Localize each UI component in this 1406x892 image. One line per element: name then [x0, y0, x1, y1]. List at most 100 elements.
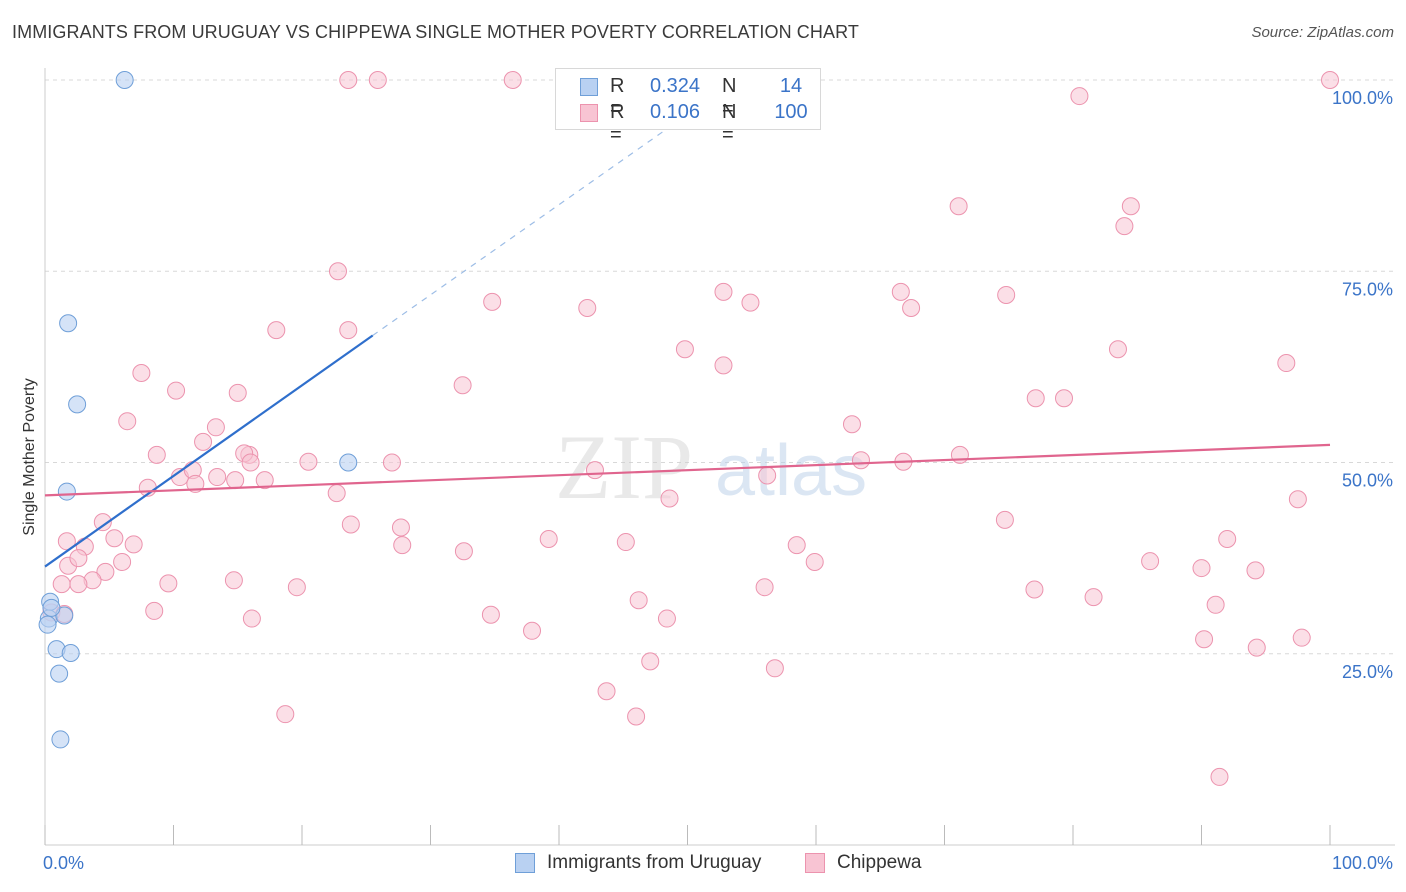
chippewa-point [539, 530, 558, 548]
uruguay-point [51, 730, 70, 749]
legend-label-uruguay: Immigrants from Uruguay [547, 852, 762, 873]
watermark-atlas: atlas [715, 431, 867, 511]
chippewa-point [93, 513, 112, 532]
chippewa-point [578, 298, 597, 317]
y-tick-label: 25.0% [1342, 662, 1393, 682]
uruguay-point [61, 643, 80, 662]
chippewa-points [42, 71, 1339, 786]
trend-lines [44, 113, 1331, 568]
y-tick-label: 75.0% [1342, 279, 1393, 299]
chippewa-point [616, 533, 635, 552]
chippewa-point [1288, 490, 1307, 509]
chippewa-point [891, 282, 910, 301]
chippewa-point [391, 518, 410, 537]
chippewa-point [124, 535, 143, 554]
y-tick-label: 50.0% [1342, 471, 1393, 491]
chippewa-point [949, 197, 968, 216]
chippewa-point [1141, 552, 1160, 571]
chippewa-point [657, 609, 676, 628]
chippewa-point [660, 489, 679, 508]
chippewa-point [1195, 630, 1214, 649]
chippewa-point [96, 562, 115, 581]
chippewa-point [1277, 354, 1296, 373]
chippewa-point [145, 601, 164, 620]
chippewa-point [1210, 767, 1229, 786]
chart-title: IMMIGRANTS FROM URUGUAY VS CHIPPEWA SING… [12, 22, 859, 42]
legend-n-value: 100 [774, 101, 808, 123]
correlation-legend: R = 0.324 N = 14 R = 0.106 N = 100 [555, 68, 821, 146]
chippewa-point [453, 376, 472, 395]
chippewa-point [206, 418, 225, 437]
chippewa-swatch [805, 853, 825, 873]
chippewa-point [208, 468, 227, 487]
chippewa-point [159, 574, 178, 593]
axes [44, 68, 1395, 846]
chippewa-point [147, 445, 166, 464]
chippewa-point [1321, 71, 1339, 89]
legend-n-label: N = [722, 75, 737, 120]
chippewa-point [714, 356, 733, 375]
chippewa-swatch [580, 104, 598, 122]
chippewa-point [675, 340, 694, 359]
chippewa-point [132, 363, 151, 382]
y-tick-label: 100.0% [1332, 88, 1393, 108]
chippewa-point [242, 609, 261, 628]
chippewa-point [503, 71, 522, 89]
legend-r-label: R = [610, 101, 625, 146]
chippewa-point [339, 321, 358, 340]
chippewa-trend-line [44, 443, 1331, 497]
legend-r-label: R = [610, 75, 625, 120]
x-tick-label: 0.0% [43, 853, 84, 873]
chippewa-point [1192, 559, 1211, 578]
chippewa-point [523, 621, 542, 640]
chippewa-point [1026, 389, 1045, 408]
uruguay-swatch [515, 853, 535, 873]
chippewa-point [241, 453, 260, 472]
chippewa-point [950, 445, 969, 464]
uruguay-points [38, 71, 358, 749]
chippewa-point [339, 71, 358, 89]
legend-label-chippewa: Chippewa [837, 852, 922, 873]
chippewa-point [327, 484, 346, 503]
chippewa-point [997, 285, 1016, 304]
chippewa-point [69, 549, 88, 568]
chippewa-point [105, 529, 124, 548]
chippewa-point [276, 705, 295, 724]
uruguay-point [57, 482, 76, 501]
chippewa-point [167, 381, 186, 400]
chippewa-point [1246, 561, 1265, 580]
chippewa-point [299, 452, 318, 471]
chippewa-point [368, 71, 387, 89]
uruguay-point [50, 664, 69, 683]
chippewa-point [805, 552, 824, 571]
chippewa-point [758, 466, 777, 485]
chippewa-point [228, 383, 247, 402]
chippewa-point [255, 471, 274, 490]
legend-n-value: 14 [779, 75, 803, 97]
chippewa-point [741, 293, 760, 312]
chippewa-point [641, 652, 660, 671]
chippewa-point [755, 578, 774, 597]
chippewa-point [629, 591, 648, 610]
chippewa-point [118, 412, 137, 431]
chippewa-point [1115, 217, 1134, 236]
chippewa-point [1121, 197, 1140, 216]
uruguay-point [59, 314, 78, 333]
chippewa-point [787, 536, 806, 555]
chippewa-point [186, 474, 205, 493]
chippewa-point [224, 571, 243, 590]
chippewa-point [627, 707, 646, 726]
chippewa-point [597, 682, 616, 701]
chippewa-point [842, 415, 861, 434]
uruguay-trend-line [44, 334, 374, 568]
chippewa-point [1025, 580, 1044, 599]
chippewa-point [341, 515, 360, 534]
chippewa-point [1247, 638, 1266, 657]
chippewa-point [851, 451, 870, 470]
chippewa-point [1070, 87, 1089, 106]
uruguay-point [339, 453, 358, 472]
chippewa-point [393, 536, 412, 555]
chippewa-point [226, 471, 245, 490]
chippewa-point [1206, 595, 1225, 614]
legend-n-label: N = [722, 101, 737, 146]
